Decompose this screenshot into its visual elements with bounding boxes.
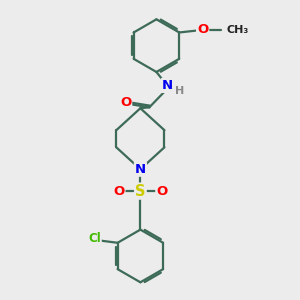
Text: O: O	[197, 23, 208, 36]
Text: O: O	[113, 184, 124, 198]
Text: N: N	[162, 79, 173, 92]
Text: O: O	[120, 96, 131, 109]
Text: CH₃: CH₃	[227, 25, 249, 35]
Text: O: O	[156, 184, 167, 198]
Text: S: S	[135, 184, 146, 199]
Text: H: H	[175, 86, 184, 96]
Text: Cl: Cl	[88, 232, 101, 245]
Text: N: N	[135, 163, 146, 176]
